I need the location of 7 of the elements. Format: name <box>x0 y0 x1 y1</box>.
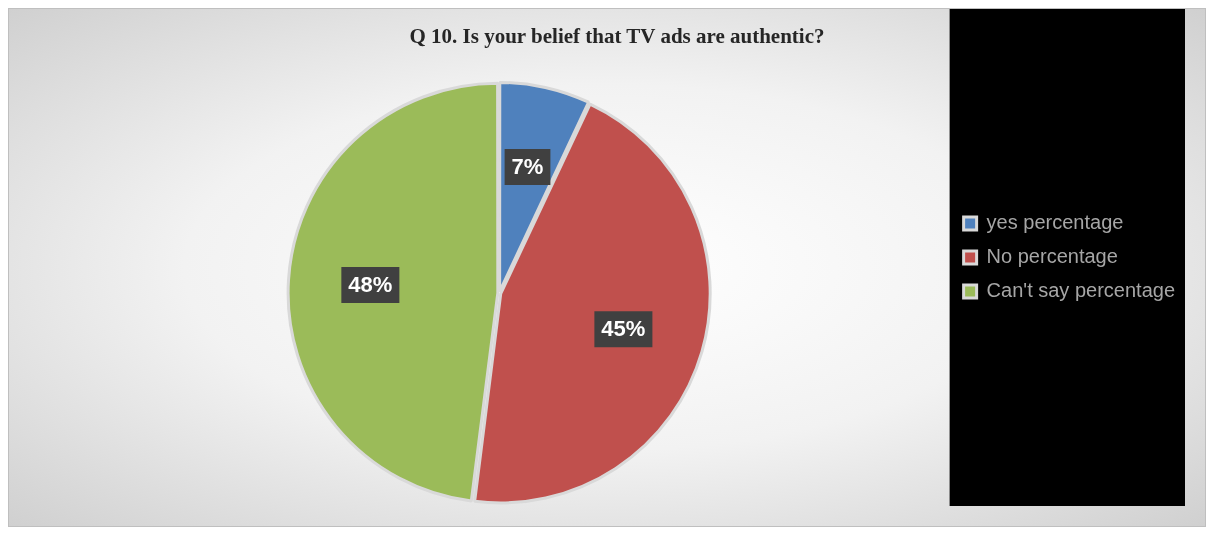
data-label: 48% <box>348 272 393 298</box>
data-label: 7% <box>511 154 544 180</box>
data-label: 45% <box>601 316 646 342</box>
legend-label: No percentage <box>986 245 1118 268</box>
chart-title: Q 10. Is your belief that TV ads are authentic? <box>409 24 825 49</box>
legend-label: yes percentage <box>986 211 1124 234</box>
legend-label: Can't say percentage <box>986 279 1176 302</box>
